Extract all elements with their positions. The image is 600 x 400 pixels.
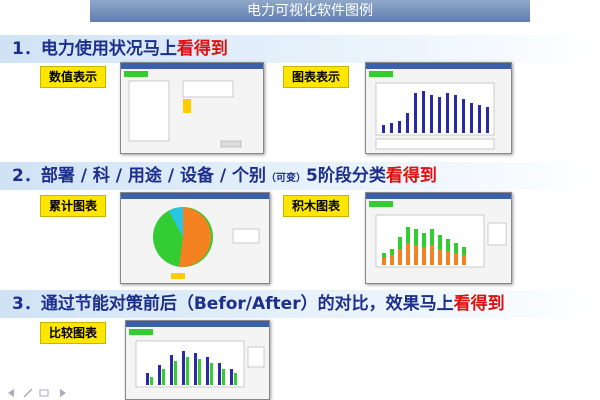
panel-label: 累计图表 (40, 195, 107, 217)
section-heading: 1．电力使用状况马上看得到 (0, 35, 600, 63)
section-highlight: 看得到 (385, 166, 437, 186)
section-text: 部署 / 科 / 用途 / 设备 / 个别 (40, 166, 267, 186)
section-highlight: 看得到 (453, 294, 505, 314)
slide-title: 电力可视化软件图例 (90, 0, 530, 22)
section-text: 通过节能对策前后（Befor/After）的对比，效果马上 (40, 294, 454, 314)
screenshot-comparison-chart (125, 320, 270, 400)
section-text: 5阶段分类 (306, 166, 386, 186)
panel-label: 数值表示 (40, 66, 107, 88)
screenshot-pie-chart (120, 192, 270, 284)
screenshot-table (120, 62, 264, 154)
panel-label: 图表表示 (283, 66, 350, 88)
section-number: 3． (12, 294, 41, 314)
panel-label: 积木图表 (283, 195, 350, 217)
slide-nav[interactable] (6, 388, 76, 398)
screenshot-bar-chart (365, 62, 512, 154)
section-heading: 2．部署 / 科 / 用途 / 设备 / 个别（可变）5阶段分类看得到 (0, 162, 600, 190)
section-text: 电力使用状况马上 (40, 39, 177, 59)
section-highlight: 看得到 (176, 39, 228, 59)
section-number: 2． (12, 166, 41, 186)
section-number: 1． (12, 39, 41, 59)
screenshot-stacked-chart (365, 192, 512, 284)
section-heading: 3．通过节能对策前后（Befor/After）的对比，效果马上看得到 (0, 290, 600, 318)
panel-label: 比较图表 (40, 322, 107, 344)
section-note: （可变） (266, 173, 307, 184)
